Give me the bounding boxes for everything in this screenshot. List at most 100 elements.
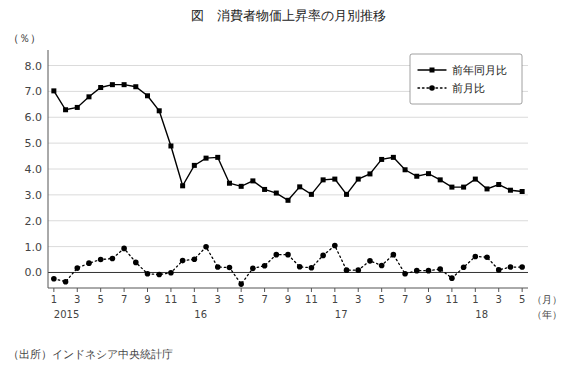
x-tick: [217, 288, 218, 292]
x-tick: [264, 288, 265, 292]
marker: [133, 84, 138, 89]
marker: [402, 271, 408, 277]
source: （出所）インドネシア中央統計庁: [8, 348, 173, 361]
x-tick: [170, 288, 171, 292]
y-label: （％）: [8, 32, 41, 45]
marker: [473, 177, 478, 182]
marker: [403, 167, 408, 172]
year-label: 17: [335, 309, 348, 320]
x-tick-label: 3: [74, 294, 80, 305]
marker: [344, 267, 350, 273]
x-label: （月）: [532, 294, 562, 305]
x-tick-label: 1: [332, 294, 338, 305]
marker: [239, 184, 244, 189]
x-tick: [194, 288, 195, 292]
x-tick-label: 7: [121, 294, 127, 305]
x-tick-label: 5: [519, 294, 525, 305]
marker: [75, 105, 80, 110]
marker: [286, 198, 291, 203]
marker: [508, 188, 513, 193]
marker: [484, 254, 490, 260]
marker: [332, 243, 338, 249]
y-tick-label: 5.0: [25, 137, 43, 150]
grid-line: [48, 194, 528, 195]
marker: [461, 265, 467, 271]
marker: [86, 260, 92, 266]
marker: [520, 189, 525, 194]
marker: [51, 276, 57, 282]
y-axis: [48, 50, 49, 288]
marker: [496, 182, 501, 187]
marker: [157, 108, 162, 113]
x-tick-label: 1: [472, 294, 478, 305]
x-tick: [451, 288, 452, 292]
marker: [203, 244, 209, 250]
x-tick: [498, 288, 499, 292]
marker: [156, 272, 162, 278]
x-tick: [334, 288, 335, 292]
marker: [121, 246, 127, 252]
x-tick-label: 5: [97, 294, 103, 305]
x-tick: [475, 288, 476, 292]
marker: [414, 174, 419, 179]
x-tick-label: 9: [144, 294, 150, 305]
x-tick-label: 3: [496, 294, 502, 305]
marker: [250, 178, 255, 183]
x-tick-label: 11: [165, 294, 178, 305]
marker: [133, 260, 139, 266]
marker: [215, 155, 220, 160]
marker: [262, 263, 268, 269]
marker: [110, 256, 116, 262]
x-tick-label: 11: [305, 294, 318, 305]
x-tick-label: 3: [355, 294, 361, 305]
marker: [227, 181, 232, 186]
marker: [437, 266, 443, 272]
y-tick-label: 3.0: [25, 189, 43, 202]
line: [54, 246, 522, 285]
marker: [63, 107, 68, 112]
x-tick: [77, 288, 78, 292]
marker: [461, 185, 466, 190]
x-tick: [311, 288, 312, 292]
marker: [204, 156, 209, 161]
marker: [414, 268, 420, 274]
marker: [321, 177, 326, 182]
marker: [192, 163, 197, 168]
marker: [145, 93, 150, 98]
marker: [98, 85, 103, 90]
x-tick-label: 11: [446, 294, 459, 305]
x-tick-label: 7: [402, 294, 408, 305]
chart: 図 消費者物価上昇率の月別推移（％）0.01.02.03.04.05.06.07…: [0, 0, 570, 366]
x-tick-label: 1: [51, 294, 57, 305]
x-tick: [358, 288, 359, 292]
marker: [379, 157, 384, 162]
y-tick-label: 1.0: [25, 241, 43, 254]
marker: [180, 258, 186, 264]
x-tick-label: 3: [215, 294, 221, 305]
marker: [309, 265, 315, 271]
zero-line: [48, 272, 528, 273]
grid-line: [48, 143, 528, 144]
background: [0, 0, 570, 366]
legend-frame: [410, 54, 522, 104]
marker: [426, 268, 432, 274]
marker: [250, 266, 256, 272]
marker: [379, 263, 385, 269]
marker: [238, 281, 244, 287]
marker: [122, 82, 127, 87]
marker: [110, 82, 115, 87]
marker: [168, 270, 174, 276]
marker: [273, 252, 279, 258]
x-tick: [522, 288, 523, 292]
legend-label: 前年同月比: [452, 64, 507, 77]
marker: [86, 94, 91, 99]
y-tick-label: 0.0: [25, 266, 43, 279]
x-tick: [100, 288, 101, 292]
marker: [367, 258, 373, 264]
grid-line: [48, 169, 528, 170]
marker: [309, 192, 314, 197]
x-tick-label: 1: [191, 294, 197, 305]
marker: [227, 265, 233, 271]
marker: [192, 256, 198, 262]
marker: [344, 192, 349, 197]
